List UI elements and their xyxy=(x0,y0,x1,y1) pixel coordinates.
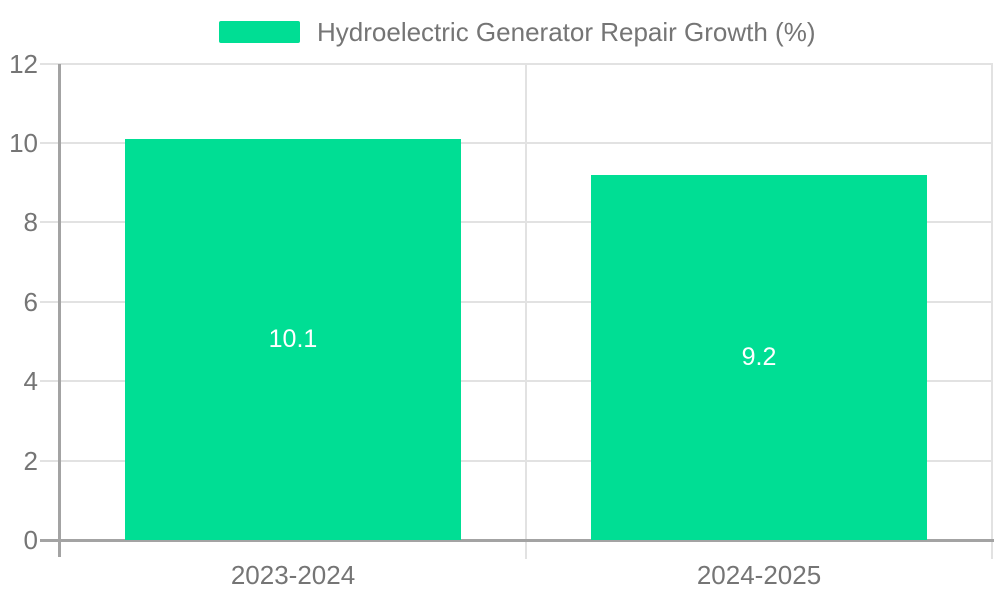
y-axis-tick-label: 4 xyxy=(23,366,38,397)
y-axis-tick-label: 10 xyxy=(9,127,38,158)
bar-2024-2025: 9.2 xyxy=(591,174,927,540)
x-axis-category-label: 2024-2025 xyxy=(696,560,822,590)
bar-2023-2024: 10.1 xyxy=(125,138,461,540)
y-axis-line xyxy=(58,63,61,557)
bar-value-label: 9.2 xyxy=(741,342,777,371)
y-axis-tick-label: 12 xyxy=(9,48,38,79)
gridline-y xyxy=(40,459,993,462)
x-axis-category-label: 2023-2024 xyxy=(230,560,356,590)
legend-item[interactable]: Hydroelectric Generator Repair Growth (%… xyxy=(219,17,816,47)
gridline-x xyxy=(525,63,527,559)
legend-swatch-icon xyxy=(219,21,300,43)
x-axis-line xyxy=(40,538,994,542)
gridline-y xyxy=(40,141,993,144)
legend-label: Hydroelectric Generator Repair Growth (%… xyxy=(317,17,816,47)
y-axis-tick-label: 8 xyxy=(23,207,38,238)
gridline-y xyxy=(40,62,993,65)
gridline-x xyxy=(991,63,993,559)
y-axis-tick-label: 0 xyxy=(23,525,38,555)
bar-value-label: 10.1 xyxy=(268,324,318,353)
y-axis-tick-label: 6 xyxy=(23,286,38,317)
gridline-y xyxy=(40,380,993,383)
gridline-y xyxy=(40,300,993,303)
gridline-y xyxy=(40,221,993,224)
y-axis-tick-label: 2 xyxy=(23,445,38,476)
